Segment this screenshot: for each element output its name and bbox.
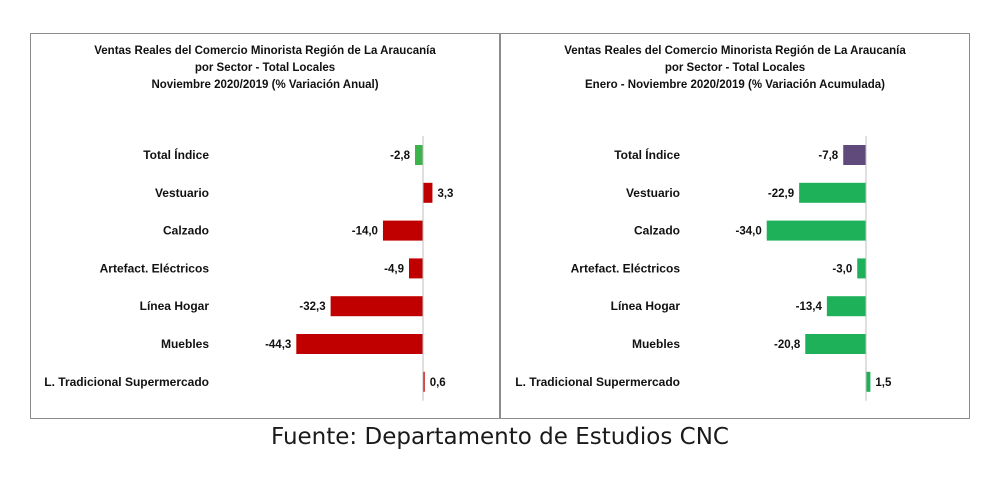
left-category-label: Vestuario (155, 186, 209, 200)
right-title-line-2: por Sector - Total Locales (664, 62, 806, 74)
left-bar (296, 334, 423, 354)
left-category-label: Línea Hogar (140, 299, 210, 313)
left-bar (382, 220, 423, 241)
left-title-line-3: Noviembre 2020/2019 (% Variación Anual) (151, 79, 379, 91)
right-value-label: -3,0 (832, 263, 852, 275)
left-value-label: -4,9 (384, 263, 404, 275)
right-value-label: -34,0 (736, 226, 762, 238)
left-value-label: -44,3 (265, 339, 291, 351)
left-bar (423, 371, 425, 392)
right-value-label: -13,4 (796, 301, 823, 313)
right-chart-title: Ventas Reales del Comercio Minorista Reg… (501, 43, 969, 94)
right-bar (805, 334, 866, 354)
left-bar (414, 145, 423, 165)
right-bar (826, 296, 866, 317)
left-category-label: Calzado (163, 224, 209, 238)
left-category-label: Artefact. Eléctricos (100, 261, 210, 275)
left-bar-chart: Total Índice Vestuario Calzado Artefact. El… (44, 136, 453, 401)
source-note: Fuente: Departamento de Estudios CNC (270, 424, 729, 450)
left-value-label: -2,8 (390, 150, 410, 162)
right-value-label: 1,5 (875, 377, 892, 389)
right-title-line-1: Ventas Reales del Comercio Minorista Reg… (564, 45, 906, 57)
right-value-label: -7,8 (818, 150, 838, 162)
left-category-label: Muebles (161, 337, 209, 351)
left-value-label: -32,3 (299, 301, 325, 313)
right-category-label: Calzado (634, 224, 680, 238)
right-bar (866, 371, 871, 392)
right-category-label: Vestuario (626, 186, 680, 200)
right-category-label: Total Índice (614, 147, 680, 162)
left-value-label: 3,3 (437, 188, 453, 200)
left-category-label: L. Tradicional Supermercado (44, 375, 209, 389)
left-category-label: Total Índice (143, 147, 209, 162)
right-bar (799, 182, 866, 203)
left-bar (408, 258, 423, 279)
left-value-label: -14,0 (352, 226, 378, 238)
right-category-label: L. Tradicional Supermercado (515, 375, 680, 389)
right-chart-panel: Ventas Reales del Comercio Minorista Reg… (500, 33, 970, 419)
right-category-label: Línea Hogar (611, 299, 681, 313)
right-bar-chart: Total Índice Vestuario Calzado Artefact. El… (515, 136, 892, 401)
right-value-label: -22,9 (768, 188, 794, 200)
left-bar (423, 182, 433, 203)
right-bar (857, 258, 866, 279)
left-title-line-2: por Sector - Total Locales (194, 62, 336, 74)
right-value-label: -20,8 (774, 339, 801, 351)
right-bar (843, 145, 866, 165)
left-chart-panel: Ventas Reales del Comercio Minorista Reg… (30, 33, 500, 419)
right-category-label: Muebles (632, 337, 680, 351)
left-bar (330, 296, 423, 317)
right-bar (766, 220, 866, 241)
left-chart-title: Ventas Reales del Comercio Minorista Reg… (31, 43, 499, 94)
left-value-label: 0,6 (430, 377, 446, 389)
right-title-line-3: Enero - Noviembre 2020/2019 (% Variación… (585, 79, 885, 91)
right-category-label: Artefact. Eléctricos (571, 261, 681, 275)
left-title-line-1: Ventas Reales del Comercio Minorista Reg… (94, 45, 436, 57)
